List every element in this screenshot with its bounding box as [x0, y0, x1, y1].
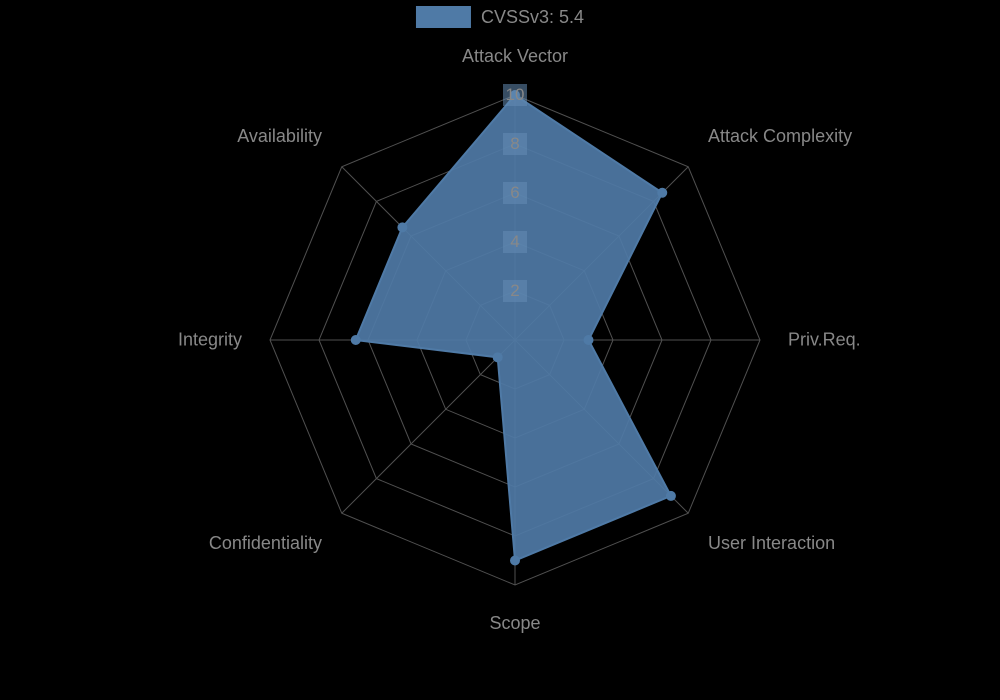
- tick-label: 4: [503, 231, 527, 253]
- axis-label: Confidentiality: [209, 533, 322, 554]
- axis-label: User Interaction: [708, 533, 835, 554]
- axis-label: Scope: [489, 613, 540, 634]
- axis-label: Attack Complexity: [708, 126, 852, 147]
- tick-label: 6: [503, 182, 527, 204]
- tick-label: 8: [503, 133, 527, 155]
- axis-label: Priv.Req.: [788, 330, 861, 351]
- tick-label: 2: [503, 280, 527, 302]
- axis-label: Availability: [237, 126, 322, 147]
- chart-stage: CVSSv3: 5.4 Attack VectorAttack Complexi…: [0, 0, 1000, 700]
- axis-label: Attack Vector: [462, 46, 568, 67]
- tick-label: 10: [503, 84, 527, 106]
- axis-label: Integrity: [178, 330, 242, 351]
